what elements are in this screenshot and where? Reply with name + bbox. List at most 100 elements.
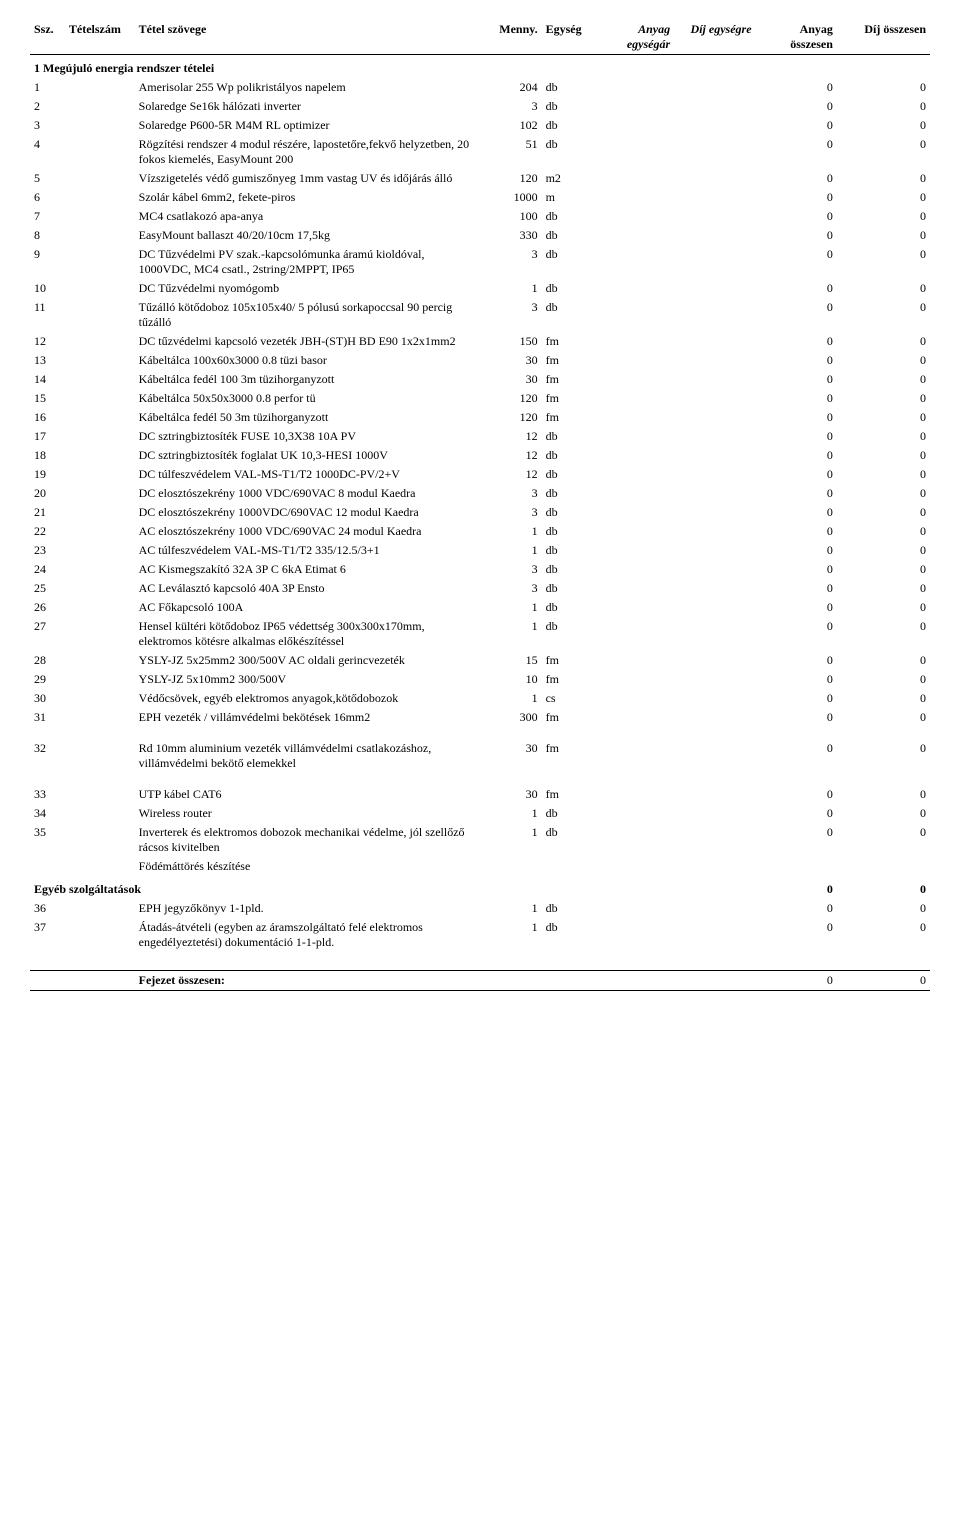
row-anyag-egysegar	[593, 785, 674, 804]
row-text: Solaredge Se16k hálózati inverter	[135, 97, 484, 116]
row-ssz: 21	[30, 503, 65, 522]
row-ssz: 24	[30, 560, 65, 579]
item-row: 21DC elosztószekrény 1000VDC/690VAC 12 m…	[30, 503, 930, 522]
row-unit: db	[542, 226, 593, 245]
row-anyag-egysegar	[593, 804, 674, 823]
row-unit: db	[542, 560, 593, 579]
row-dij-egysegre	[674, 804, 755, 823]
row-anyag-egysegar	[593, 522, 674, 541]
row-qty: 1	[483, 598, 541, 617]
row-dij-egysegre	[674, 823, 755, 857]
row-unit: fm	[542, 351, 593, 370]
row-qty: 3	[483, 97, 541, 116]
row-text: UTP kábel CAT6	[135, 785, 484, 804]
row-tetelszam	[65, 370, 135, 389]
row-tetelszam	[65, 465, 135, 484]
row-unit: fm	[542, 785, 593, 804]
section-2-title-row: Egyéb szolgáltatások00	[30, 876, 930, 899]
header-ssz: Ssz.	[30, 20, 65, 55]
item-row: 12DC tűzvédelmi kapcsoló vezeték JBH-(ST…	[30, 332, 930, 351]
row-dij-osszesen: 0	[837, 408, 930, 427]
row-anyag-osszesen: 0	[756, 598, 837, 617]
row-dij-egysegre	[674, 226, 755, 245]
row-anyag-egysegar	[593, 370, 674, 389]
section-1-title-row: 1 Megújuló energia rendszer tételei	[30, 55, 930, 79]
row-ssz: 13	[30, 351, 65, 370]
row-qty: 12	[483, 465, 541, 484]
row-text: Amerisolar 255 Wp polikristályos napelem	[135, 78, 484, 97]
item-row: 27 Hensel kültéri kötődoboz IP65 védettsé…	[30, 617, 930, 651]
row-qty: 150	[483, 332, 541, 351]
row-anyag-egysegar	[593, 598, 674, 617]
row-anyag-egysegar	[593, 689, 674, 708]
row-tetelszam	[65, 446, 135, 465]
item-row: 2Solaredge Se16k hálózati inverter3db00	[30, 97, 930, 116]
row-unit: fm	[542, 389, 593, 408]
row-anyag-osszesen: 0	[756, 169, 837, 188]
row-tetelszam	[65, 351, 135, 370]
row-ssz	[30, 857, 65, 876]
row-qty: 100	[483, 207, 541, 226]
row-unit: db	[542, 541, 593, 560]
row-dij-egysegre	[674, 298, 755, 332]
row-tetelszam	[65, 408, 135, 427]
row-dij-osszesen: 0	[837, 427, 930, 446]
row-qty: 300	[483, 708, 541, 727]
row-tetelszam	[65, 78, 135, 97]
table-body: 1 Megújuló energia rendszer tételei 1 Amer…	[30, 55, 930, 991]
row-unit: db	[542, 503, 593, 522]
row-unit: db	[542, 427, 593, 446]
spacer-row	[30, 952, 930, 971]
row-qty: 1	[483, 541, 541, 560]
row-dij-osszesen: 0	[837, 823, 930, 857]
row-text: DC sztringbiztosíték foglalat UK 10,3-HE…	[135, 446, 484, 465]
row-anyag-egysegar	[593, 116, 674, 135]
header-dij-osszesen: Díj összesen	[837, 20, 930, 55]
row-qty: 3	[483, 245, 541, 279]
row-dij-egysegre	[674, 116, 755, 135]
row-dij-osszesen: 0	[837, 522, 930, 541]
row-text: AC Főkapcsoló 100A	[135, 598, 484, 617]
row-unit: db	[542, 446, 593, 465]
row-anyag-egysegar	[593, 484, 674, 503]
row-anyag-egysegar	[593, 226, 674, 245]
row-unit: db	[542, 804, 593, 823]
row-dij-egysegre	[674, 78, 755, 97]
row-qty: 30	[483, 739, 541, 773]
row-tetelszam	[65, 823, 135, 857]
row-qty: 1	[483, 522, 541, 541]
row-ssz: 9	[30, 245, 65, 279]
table-header: Ssz. Tételszám Tétel szövege Menny. Egys…	[30, 20, 930, 55]
row-ssz: 25	[30, 579, 65, 598]
header-tetelszam: Tételszám	[65, 20, 135, 55]
row-anyag-osszesen: 0	[756, 670, 837, 689]
row-unit: db	[542, 279, 593, 298]
row-dij-egysegre	[674, 370, 755, 389]
row-dij-osszesen: 0	[837, 332, 930, 351]
row-anyag-egysegar	[593, 97, 674, 116]
item-row: 33UTP kábel CAT630fm00	[30, 785, 930, 804]
row-text: Kábeltálca 50x50x3000 0.8 perfor tü	[135, 389, 484, 408]
row-dij-osszesen: 0	[837, 541, 930, 560]
row-text: AC elosztószekrény 1000 VDC/690VAC 24 mo…	[135, 522, 484, 541]
row-anyag-egysegar	[593, 169, 674, 188]
row-anyag-osszesen: 0	[756, 408, 837, 427]
row-ssz: 27	[30, 617, 65, 651]
row-ssz: 35	[30, 823, 65, 857]
row-unit: fm	[542, 408, 593, 427]
item-row: 32Rd 10mm aluminium vezeték villámvédelm…	[30, 739, 930, 773]
row-text: Kábeltálca fedél 50 3m tüzihorganyzott	[135, 408, 484, 427]
row-tetelszam	[65, 804, 135, 823]
header-egyseg: Egység	[542, 20, 593, 55]
row-dij-osszesen: 0	[837, 918, 930, 952]
row-ssz: 12	[30, 332, 65, 351]
row-dij-egysegre	[674, 389, 755, 408]
row-qty: 1	[483, 823, 541, 857]
row-unit: db	[542, 207, 593, 226]
row-text: Hensel kültéri kötődoboz IP65 védettség …	[135, 617, 484, 651]
row-unit: fm	[542, 708, 593, 727]
row-text: DC sztringbiztosíték FUSE 10,3X38 10A PV	[135, 427, 484, 446]
item-row: 11Tűzálló kötődoboz 105x105x40/ 5 pólusú…	[30, 298, 930, 332]
row-qty: 1	[483, 804, 541, 823]
row-anyag-osszesen: 0	[756, 522, 837, 541]
